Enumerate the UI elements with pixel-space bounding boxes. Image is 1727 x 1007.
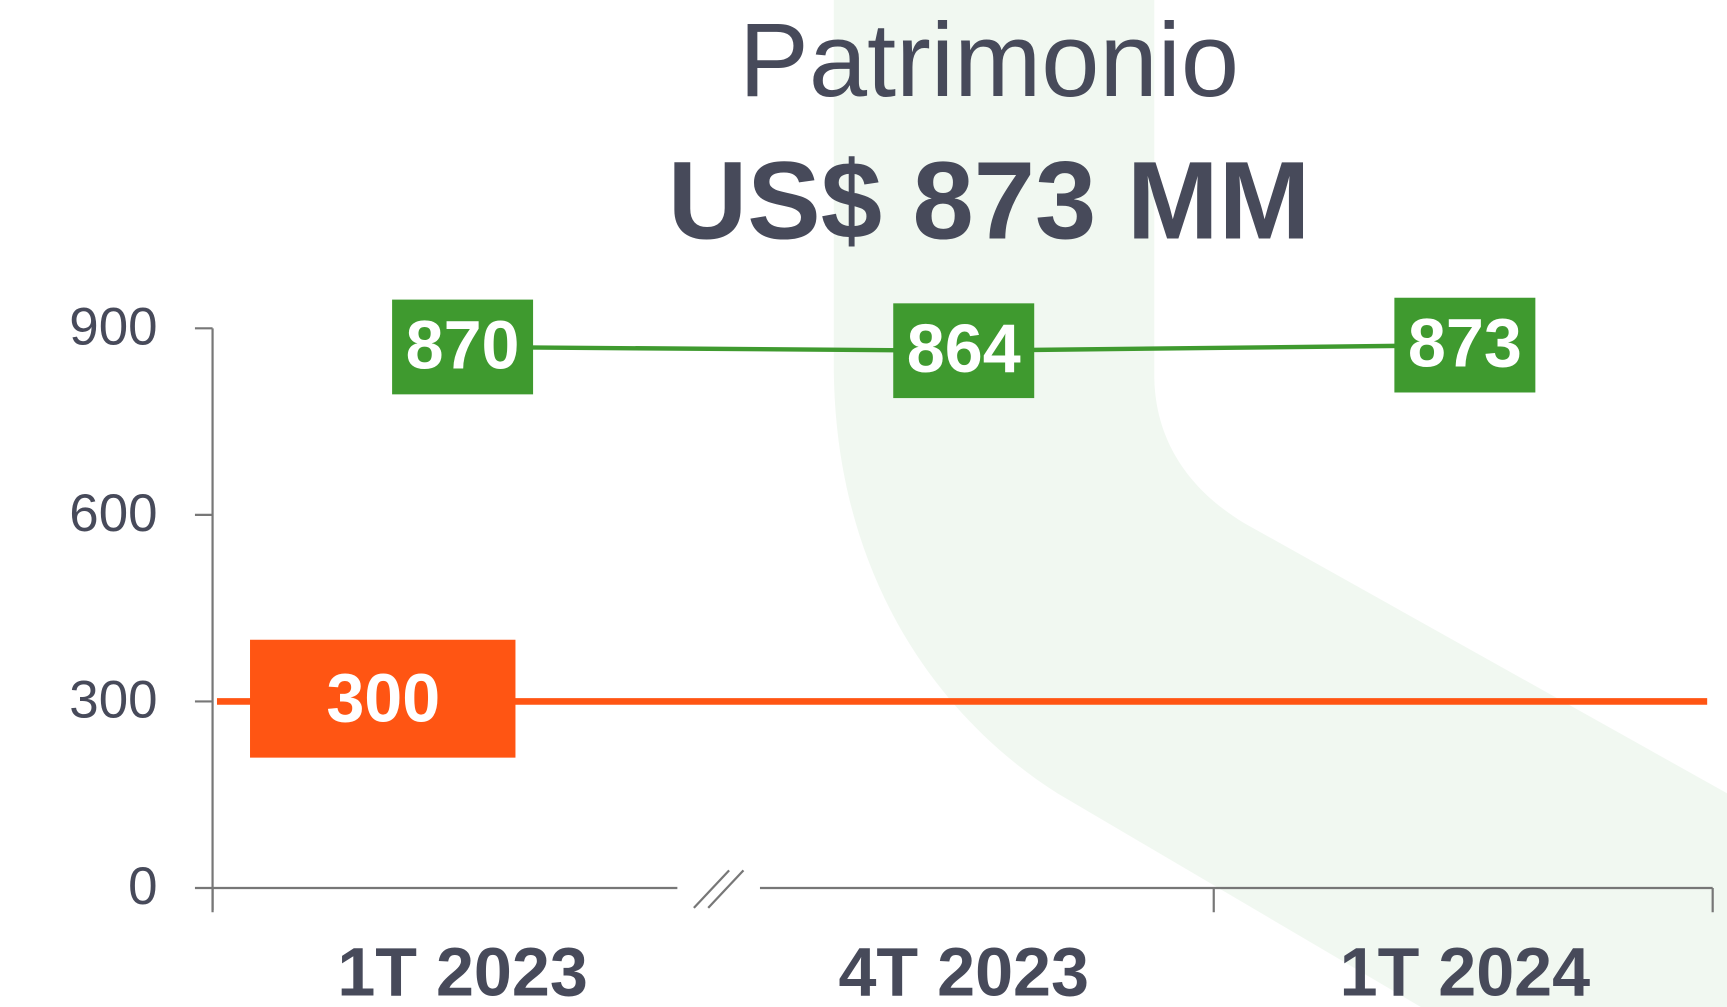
plot-area: 0 300 600 900 1T 2023 4T 2023 1T 2024 300 870 864… <box>69 297 1714 1007</box>
data-label: 864 <box>907 311 1021 387</box>
data-label: 873 <box>1408 305 1522 381</box>
chart-subtitle: US$ 873 MM <box>668 139 1311 262</box>
background-shape <box>833 0 1727 1007</box>
data-label-box <box>392 299 534 395</box>
data-label-box <box>1394 297 1536 393</box>
axis-break <box>707 869 745 909</box>
chart-title: Patrimonio <box>739 2 1239 119</box>
x-tick-label: 4T 2023 <box>838 934 1089 1007</box>
data-label-box <box>893 303 1035 399</box>
x-tick-label: 1T 2023 <box>337 934 588 1007</box>
data-label: 870 <box>406 307 520 383</box>
axis-break <box>693 869 730 909</box>
reference-label-box <box>250 639 516 758</box>
y-tick-label: 900 <box>69 297 157 356</box>
x-tick-label: 1T 2024 <box>1340 934 1591 1007</box>
y-tick-label: 300 <box>69 671 157 730</box>
y-tick-label: 0 <box>128 857 157 916</box>
y-tick-label: 600 <box>69 484 157 543</box>
reference-label: 300 <box>326 661 440 737</box>
